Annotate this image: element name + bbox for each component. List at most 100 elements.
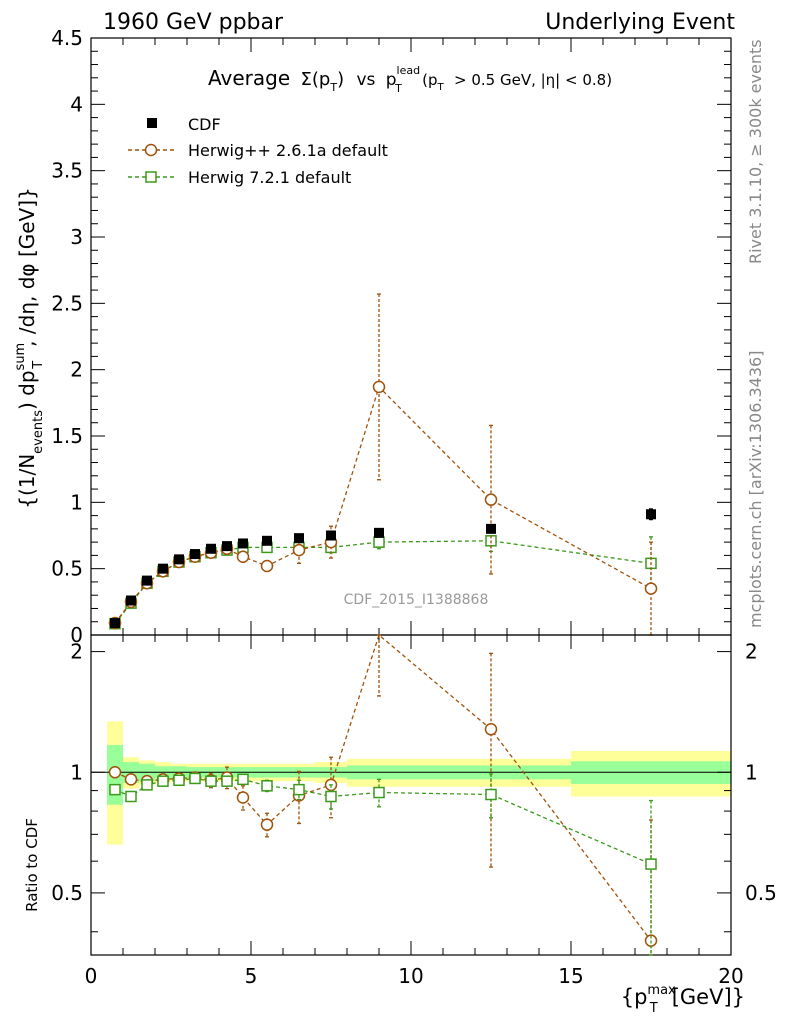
title-close: ) bbox=[337, 69, 344, 90]
ratio-herwig7-point bbox=[293, 783, 305, 796]
ratio-y-tick-label-right: 0.5 bbox=[745, 881, 777, 905]
legend-cdf-label: CDF bbox=[188, 115, 221, 134]
ratio-y-axis-label: Ratio to CDF bbox=[23, 818, 41, 912]
cdf-point bbox=[262, 535, 272, 546]
y-tick-label: 4.5 bbox=[51, 26, 83, 50]
ratio-herwig7-point bbox=[237, 773, 249, 786]
ratio-herwig7-point bbox=[373, 786, 385, 799]
ylabel-mid: ) dp bbox=[15, 370, 39, 410]
legend-herwig7-marker bbox=[145, 171, 157, 183]
legend-herwig7-label: Herwig 7.2.1 default bbox=[188, 168, 351, 187]
ratio-herwig7-point bbox=[485, 788, 497, 801]
herwigpp-point bbox=[292, 543, 306, 557]
y-tick-label: 3.5 bbox=[51, 159, 83, 183]
xlabel-sup: max bbox=[647, 983, 676, 998]
herwigpp-point bbox=[236, 550, 250, 563]
analysis-watermark: CDF_2015_I1388868 bbox=[344, 592, 489, 608]
y-tick-label: 2 bbox=[70, 358, 83, 382]
rivet-label: Rivet 3.1.10, ≥ 300k events bbox=[746, 39, 765, 264]
xlabel-open: {p bbox=[621, 985, 648, 1009]
ratio-y-tick-label-right: 1 bbox=[745, 760, 758, 784]
legend: CDF Herwig++ 2.6.1a default Herwig 7.2.1… bbox=[128, 115, 388, 187]
cdf-point bbox=[238, 538, 248, 549]
ratio-herwigpp-point bbox=[484, 723, 498, 736]
ratio-herwig7-point bbox=[205, 775, 217, 787]
cdf-point bbox=[326, 530, 336, 541]
y-tick-label: 2.5 bbox=[51, 291, 83, 315]
ylabel-sub2: T bbox=[31, 361, 46, 370]
legend-herwigpp-marker bbox=[144, 143, 158, 157]
ylabel-rest: , /dη, dφ [GeV]} bbox=[15, 187, 39, 347]
ratio-herwigpp-point bbox=[236, 791, 250, 804]
title-p: p bbox=[386, 70, 397, 90]
ratio-herwig7-point bbox=[109, 783, 121, 796]
ratio-y-tick-label: 2 bbox=[70, 640, 83, 664]
ratio-herwig7-point bbox=[141, 779, 153, 791]
y-tick-label: 1 bbox=[70, 490, 83, 514]
y-axis-label: {(1/Nevents) dpsum T , /dη, dφ [GeV]} bbox=[13, 187, 46, 509]
x-tick-label: 0 bbox=[85, 964, 98, 988]
cdf-point bbox=[374, 527, 384, 538]
cdf-point bbox=[142, 575, 152, 586]
cdf-point bbox=[486, 523, 496, 534]
cdf-point bbox=[222, 541, 232, 552]
ratio-herwig7-point bbox=[645, 858, 657, 870]
herwigpp-point bbox=[484, 493, 498, 506]
ratio-herwig7-point bbox=[189, 772, 201, 785]
ratio-herwigpp-point bbox=[260, 818, 274, 831]
main-frame bbox=[90, 37, 732, 636]
cdf-point bbox=[646, 509, 656, 520]
herwigpp-point bbox=[372, 380, 386, 394]
x-tick-label: 15 bbox=[558, 964, 583, 988]
title-sub-t3: T bbox=[437, 82, 445, 93]
y-tick-label: 3 bbox=[70, 225, 83, 249]
herwigpp-point bbox=[260, 559, 274, 573]
ratio-herwigpp-point bbox=[124, 773, 138, 786]
ratio-herwig7-point bbox=[221, 775, 233, 787]
plot-title: Average Σ(pT) vs plead T (pT > 0.5 GeV, |… bbox=[208, 64, 612, 97]
header-right: Underlying Event bbox=[545, 10, 735, 35]
cdf-point bbox=[110, 618, 120, 629]
ylabel-open: {(1/N bbox=[15, 454, 39, 509]
xlabel-rest: [GeV]} bbox=[672, 985, 745, 1009]
cdf-point bbox=[206, 543, 216, 554]
y-tick-label: 0.5 bbox=[51, 557, 83, 581]
cdf-point bbox=[158, 563, 168, 574]
ratio-herwig7-point bbox=[125, 790, 137, 803]
ratio-herwigpp-point bbox=[108, 766, 122, 779]
title-cut-open: (p bbox=[422, 71, 437, 89]
legend-cdf-marker bbox=[147, 118, 157, 128]
title-sigma: Σ(p bbox=[301, 69, 331, 90]
y-tick-label: 1.5 bbox=[51, 424, 83, 448]
ratio-y-tick-label: 0.5 bbox=[51, 881, 83, 905]
title-vs: vs bbox=[356, 70, 375, 90]
ratio-herwig7-point bbox=[325, 790, 337, 803]
ratio-y-tick-label-right: 2 bbox=[745, 640, 758, 664]
cdf-point bbox=[190, 549, 200, 560]
title-average: Average bbox=[208, 66, 290, 90]
title-sub-t: T bbox=[329, 81, 337, 94]
cdf-point bbox=[294, 533, 304, 544]
ratio-plot-panel: 0 5 10 15 20 0.5 0.5 1 1 2 2 bbox=[51, 633, 777, 988]
x-axis-label: {pmax T [GeV]} bbox=[621, 983, 745, 1016]
x-tick-label: 10 bbox=[398, 964, 423, 988]
herwig7-point bbox=[373, 536, 385, 548]
ratio-herwig7-point bbox=[157, 775, 169, 787]
x-tick-label: 5 bbox=[245, 964, 258, 988]
title-sub-t2: T bbox=[394, 82, 402, 95]
herwigpp-line bbox=[114, 385, 652, 624]
cdf-point bbox=[174, 554, 184, 565]
y-tick-label: 0 bbox=[70, 623, 83, 647]
title-lead: lead bbox=[397, 64, 421, 77]
title-cut-rest: > 0.5 GeV, |η| < 0.8) bbox=[454, 71, 612, 89]
header-left: 1960 GeV ppbar bbox=[103, 10, 284, 35]
x-tick-label: 20 bbox=[718, 964, 743, 988]
ylabel-sub1: events bbox=[31, 410, 46, 454]
cdf-point bbox=[126, 595, 136, 606]
y-tick-label: 4 bbox=[70, 92, 83, 116]
legend-herwigpp-label: Herwig++ 2.6.1a default bbox=[188, 141, 388, 160]
herwigpp-point bbox=[644, 582, 658, 595]
ratio-herwig7-point bbox=[173, 774, 185, 787]
main-plot-panel: 0 0.5 1 1.5 2 2.5 3 3.5 4 4.5 bbox=[51, 26, 732, 647]
ratio-herwig7-point bbox=[261, 780, 273, 792]
